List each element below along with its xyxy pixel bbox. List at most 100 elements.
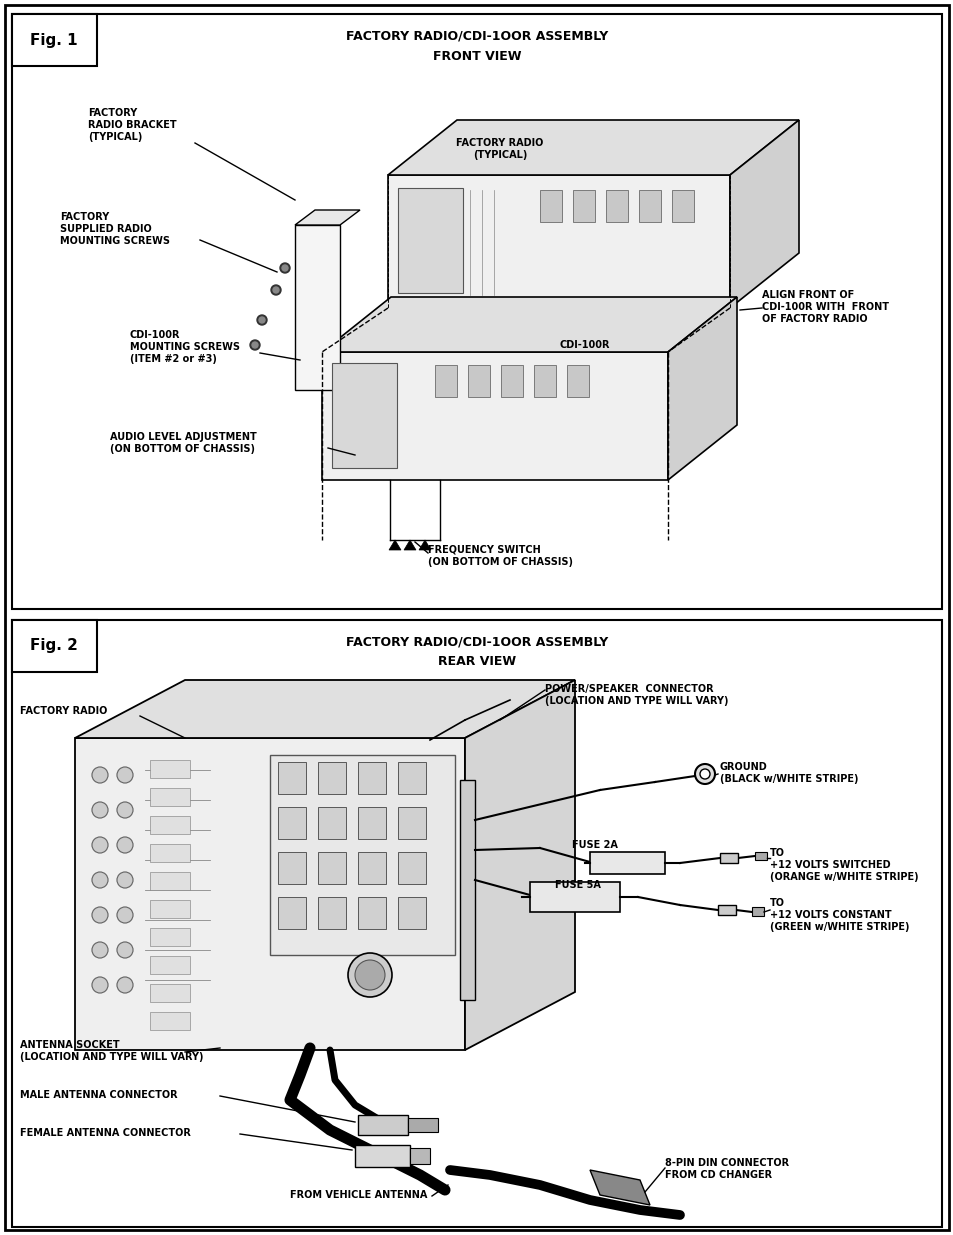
Bar (150, 927, 190, 946)
Polygon shape (589, 1170, 649, 1205)
Text: FACTORY RADIO: FACTORY RADIO (20, 706, 108, 716)
Polygon shape (464, 680, 575, 1050)
Bar (357, 1115, 408, 1135)
Circle shape (91, 802, 108, 818)
Polygon shape (322, 296, 737, 352)
Circle shape (280, 263, 290, 273)
Bar (410, 1149, 430, 1165)
Text: MOUNTING SCREWS: MOUNTING SCREWS (130, 342, 240, 352)
Circle shape (117, 977, 132, 993)
Polygon shape (294, 225, 339, 390)
Text: (TYPICAL): (TYPICAL) (88, 132, 142, 142)
Text: FACTORY: FACTORY (88, 107, 137, 119)
Bar (435, 366, 456, 396)
Text: Fig. 1: Fig. 1 (30, 32, 78, 47)
Polygon shape (729, 120, 799, 308)
Bar (277, 762, 306, 794)
Circle shape (91, 942, 108, 958)
Text: ALIGN FRONT OF: ALIGN FRONT OF (761, 290, 853, 300)
Text: (TYPICAL): (TYPICAL) (473, 149, 527, 161)
Bar (317, 806, 346, 839)
Circle shape (252, 342, 257, 348)
Bar (589, 852, 664, 874)
Text: FUSE 2A: FUSE 2A (572, 840, 618, 850)
Text: CDI-100R WITH  FRONT: CDI-100R WITH FRONT (761, 303, 888, 312)
Bar (408, 1118, 437, 1132)
Bar (397, 188, 462, 293)
Text: CDI-100R: CDI-100R (559, 340, 610, 350)
Text: TO: TO (769, 898, 784, 908)
Bar (357, 852, 386, 884)
Text: (ON BOTTOM OF CHASSIS): (ON BOTTOM OF CHASSIS) (110, 445, 254, 454)
Bar (150, 1011, 190, 1030)
Bar (12, 14, 97, 65)
Bar (718, 905, 735, 915)
Polygon shape (389, 540, 400, 550)
Bar (150, 844, 190, 862)
Text: FACTORY: FACTORY (60, 212, 110, 222)
Circle shape (117, 802, 132, 818)
Bar (605, 190, 627, 222)
Bar (357, 806, 386, 839)
Circle shape (273, 287, 278, 293)
Circle shape (271, 285, 281, 295)
Bar (317, 762, 346, 794)
Bar (397, 806, 426, 839)
Text: FUSE 5A: FUSE 5A (555, 881, 600, 890)
Bar (671, 190, 693, 222)
Circle shape (695, 764, 714, 784)
Bar (150, 956, 190, 974)
Bar (530, 882, 619, 911)
Bar (397, 897, 426, 929)
Circle shape (91, 977, 108, 993)
Bar (317, 852, 346, 884)
Text: FEMALE ANTENNA CONNECTOR: FEMALE ANTENNA CONNECTOR (20, 1128, 191, 1137)
Bar (459, 781, 475, 1000)
Bar (720, 853, 738, 863)
Text: CDI-100R: CDI-100R (130, 330, 180, 340)
Text: +12 VOLTS SWITCHED: +12 VOLTS SWITCHED (769, 860, 890, 869)
Bar (150, 760, 190, 778)
Text: MOUNTING SCREWS: MOUNTING SCREWS (60, 236, 170, 246)
Text: GROUND: GROUND (720, 762, 767, 772)
Text: +12 VOLTS CONSTANT: +12 VOLTS CONSTANT (769, 910, 891, 920)
Bar (277, 806, 306, 839)
Text: MALE ANTENNA CONNECTOR: MALE ANTENNA CONNECTOR (20, 1091, 177, 1100)
Text: (GREEN w/WHITE STRIPE): (GREEN w/WHITE STRIPE) (769, 923, 908, 932)
Circle shape (117, 906, 132, 923)
Polygon shape (75, 739, 464, 1050)
Bar (270, 755, 455, 955)
Bar (468, 366, 490, 396)
Text: (LOCATION AND TYPE WILL VARY): (LOCATION AND TYPE WILL VARY) (544, 697, 728, 706)
Bar (150, 984, 190, 1002)
Text: OF FACTORY RADIO: OF FACTORY RADIO (761, 314, 866, 324)
Bar (573, 190, 595, 222)
Text: (LOCATION AND TYPE WILL VARY): (LOCATION AND TYPE WILL VARY) (20, 1052, 203, 1062)
Text: FROM CD CHANGER: FROM CD CHANGER (664, 1170, 771, 1179)
Bar (317, 897, 346, 929)
Bar (566, 366, 588, 396)
Circle shape (91, 767, 108, 783)
Circle shape (117, 872, 132, 888)
Bar (500, 366, 522, 396)
Text: (ITEM #2 or #3): (ITEM #2 or #3) (130, 354, 216, 364)
Circle shape (355, 960, 385, 990)
Bar (150, 872, 190, 890)
Bar (12, 14, 941, 609)
Bar (754, 852, 766, 860)
Circle shape (282, 266, 288, 270)
Text: SUPPLIED RADIO: SUPPLIED RADIO (60, 224, 152, 233)
Circle shape (117, 767, 132, 783)
Text: FRONT VIEW: FRONT VIEW (433, 49, 520, 63)
Polygon shape (294, 210, 359, 225)
Text: (ORANGE w/WHITE STRIPE): (ORANGE w/WHITE STRIPE) (769, 872, 918, 882)
Polygon shape (322, 352, 667, 480)
Circle shape (700, 769, 709, 779)
Bar (12, 620, 97, 672)
Polygon shape (75, 680, 575, 739)
Bar (277, 897, 306, 929)
Text: Fig. 2: Fig. 2 (30, 638, 78, 653)
Polygon shape (403, 540, 416, 550)
Bar (397, 762, 426, 794)
Bar (150, 816, 190, 834)
